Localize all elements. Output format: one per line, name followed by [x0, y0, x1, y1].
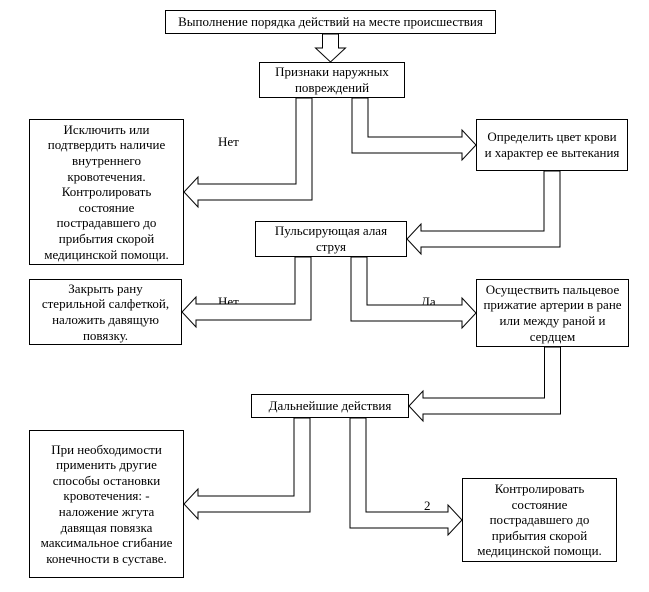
arrow-e_signs_yes	[352, 98, 476, 160]
node-start-text: Выполнение порядка действий на месте про…	[178, 14, 483, 30]
arrow-e_puls_yes	[351, 257, 476, 328]
arrow-e_color_puls	[407, 171, 560, 254]
flowchart: { "type": "flowchart", "background_color…	[0, 0, 649, 592]
node-color: Определить цвет крови и характер ее выте…	[476, 119, 628, 171]
node-start: Выполнение порядка действий на месте про…	[165, 10, 496, 34]
node-exclude-text: Исключить или подтвердить наличие внутре…	[36, 122, 177, 262]
arrow-e_press_next	[409, 347, 561, 421]
node-close-wound: Закрыть рану стерильной салфеткой, налож…	[29, 279, 182, 345]
node-exclude: Исключить или подтвердить наличие внутре…	[29, 119, 184, 265]
node-other-methods-text: При необходимости применить другие спосо…	[36, 442, 177, 567]
node-signs-text: Признаки наружных повреждений	[266, 64, 398, 95]
arrow-e_signs_no	[184, 98, 312, 207]
node-press-artery-text: Осуществить пальцевое прижатие артерии в…	[483, 282, 622, 344]
label-2: 2	[424, 498, 431, 514]
arrow-e_start_signs	[316, 34, 346, 62]
node-control-state-text: Контролировать состояние пострадавшего д…	[469, 481, 610, 559]
node-next-actions-text: Дальнейшие действия	[269, 398, 392, 414]
node-close-wound-text: Закрыть рану стерильной салфеткой, налож…	[36, 281, 175, 343]
label-yes-1: Да	[421, 134, 436, 150]
node-other-methods: При необходимости применить другие спосо…	[29, 430, 184, 578]
arrow-e_next_2	[350, 418, 462, 535]
node-control-state: Контролировать состояние пострадавшего д…	[462, 478, 617, 562]
arrow-e_puls_no	[182, 257, 311, 327]
node-next-actions: Дальнейшие действия	[251, 394, 409, 418]
node-signs: Признаки наружных повреждений	[259, 62, 405, 98]
label-no-1: Нет	[218, 134, 239, 150]
label-yes-2: Да	[421, 294, 436, 310]
label-1: 1	[231, 498, 238, 514]
node-pulsating: Пульсирующая алая струя	[255, 221, 407, 257]
node-pulsating-text: Пульсирующая алая струя	[262, 223, 400, 254]
label-no-2: Нет	[218, 294, 239, 310]
arrow-e_next_1	[184, 418, 310, 519]
node-color-text: Определить цвет крови и характер ее выте…	[483, 129, 621, 160]
node-press-artery: Осуществить пальцевое прижатие артерии в…	[476, 279, 629, 347]
